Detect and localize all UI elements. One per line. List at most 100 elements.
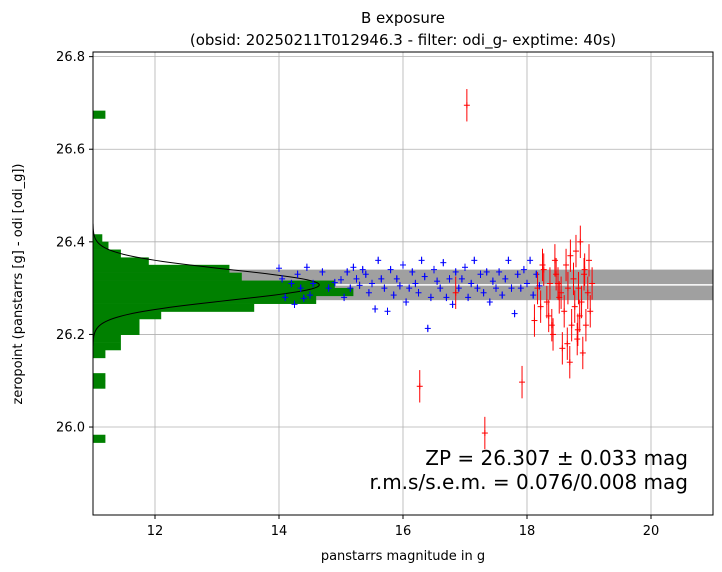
used-star-point <box>486 298 493 306</box>
used-star-point <box>338 276 344 284</box>
used-star-point <box>524 279 530 288</box>
used-star-point <box>412 279 419 288</box>
rejected-star-point <box>550 318 557 351</box>
histogram-bar <box>93 303 255 312</box>
rejected-star-point <box>551 244 558 277</box>
histogram-bar <box>93 234 103 243</box>
used-star-point <box>480 289 487 297</box>
used-star-point <box>365 289 372 297</box>
used-star-point <box>452 268 459 276</box>
rejected-star-point <box>548 308 555 342</box>
rejected-star-point <box>519 365 526 399</box>
zeropoint-annotation: ZP = 26.307 ± 0.033 mag <box>425 446 688 470</box>
histogram-bar <box>93 249 121 258</box>
rejected-star-point <box>558 276 565 309</box>
rejected-star-point <box>481 416 488 450</box>
used-star-point <box>344 268 351 276</box>
histogram-bar <box>93 257 149 266</box>
used-star-point <box>406 284 413 292</box>
used-star-point <box>489 277 496 285</box>
rejected-star-point <box>568 308 575 342</box>
used-star-point <box>359 265 366 274</box>
y-tick-label: 26.4 <box>56 235 85 250</box>
used-star-point <box>508 284 515 292</box>
used-star-point <box>378 275 385 283</box>
used-star-point <box>499 291 506 299</box>
used-star-point <box>511 309 518 318</box>
rejected-star-point <box>537 290 544 323</box>
histogram-layer <box>93 110 354 443</box>
used-star-point <box>465 293 472 302</box>
x-tick-label: 18 <box>519 524 536 539</box>
y-tick-label: 26.2 <box>56 328 85 343</box>
used-star-point <box>282 293 289 302</box>
rejected-star-point <box>574 313 581 347</box>
used-star-point <box>502 275 509 283</box>
rms-annotation: r.m.s/s.e.m. = 0.076/0.008 mag <box>369 470 688 494</box>
used-star-point <box>443 293 450 302</box>
histogram-bar <box>93 311 162 320</box>
rejected-star-point <box>559 332 566 365</box>
histogram-bar <box>93 318 140 328</box>
used-star-point <box>372 305 379 313</box>
used-star-point <box>403 298 410 306</box>
rejected-star-point <box>582 308 589 342</box>
used-star-point <box>350 263 357 271</box>
used-star-point <box>381 284 388 292</box>
used-star-point <box>418 256 425 265</box>
rejected-star-point <box>581 258 588 291</box>
rejected-star-point <box>546 267 553 300</box>
data-points-layer <box>276 89 596 450</box>
rejected-star-point <box>452 276 459 309</box>
histogram-bar <box>93 110 106 119</box>
used-star-point <box>307 291 313 299</box>
rejected-star-point <box>567 239 574 272</box>
rejected-star-point <box>589 267 596 300</box>
used-star-point <box>396 282 403 290</box>
used-star-point <box>520 265 527 274</box>
used-star-point <box>431 265 437 274</box>
used-star-point <box>483 268 490 276</box>
histogram-bar <box>93 272 242 281</box>
used-star-point <box>353 275 360 283</box>
used-star-point <box>300 294 307 303</box>
used-star-point <box>458 275 465 283</box>
rejected-star-point <box>581 253 588 286</box>
used-star-point <box>347 284 354 292</box>
used-star-point <box>303 263 310 271</box>
used-star-point <box>319 268 326 276</box>
used-star-point <box>462 263 468 271</box>
used-star-point <box>533 270 540 278</box>
used-star-point <box>288 279 295 288</box>
rejected-star-point <box>534 271 541 305</box>
rejected-star-point <box>416 370 423 403</box>
used-star-point <box>369 279 375 288</box>
histogram-bar <box>93 373 106 382</box>
used-star-point <box>434 277 441 285</box>
used-star-point <box>362 270 369 278</box>
used-star-point <box>477 270 484 278</box>
used-star-point <box>291 300 298 309</box>
used-star-point <box>474 284 481 292</box>
used-star-point <box>409 268 416 276</box>
rejected-star-point <box>584 276 591 309</box>
used-star-point <box>517 284 524 292</box>
x-tick-label: 16 <box>395 524 412 539</box>
used-star-point <box>514 270 521 278</box>
used-star-point <box>276 264 282 272</box>
rejected-star-point <box>566 346 573 379</box>
used-star-point <box>496 268 503 276</box>
histogram-bar <box>93 287 354 297</box>
rejected-star-point <box>531 304 538 337</box>
rejected-star-point <box>571 290 578 323</box>
used-star-point <box>375 256 382 265</box>
used-star-point <box>455 284 462 292</box>
used-star-point <box>297 284 304 292</box>
used-star-point <box>294 270 301 278</box>
used-star-point <box>325 284 332 292</box>
x-axis-label: panstarrs magnitude in g <box>321 549 485 564</box>
histogram-bar <box>93 280 335 289</box>
x-tick-label: 12 <box>147 524 164 539</box>
rejected-star-point <box>587 295 594 328</box>
